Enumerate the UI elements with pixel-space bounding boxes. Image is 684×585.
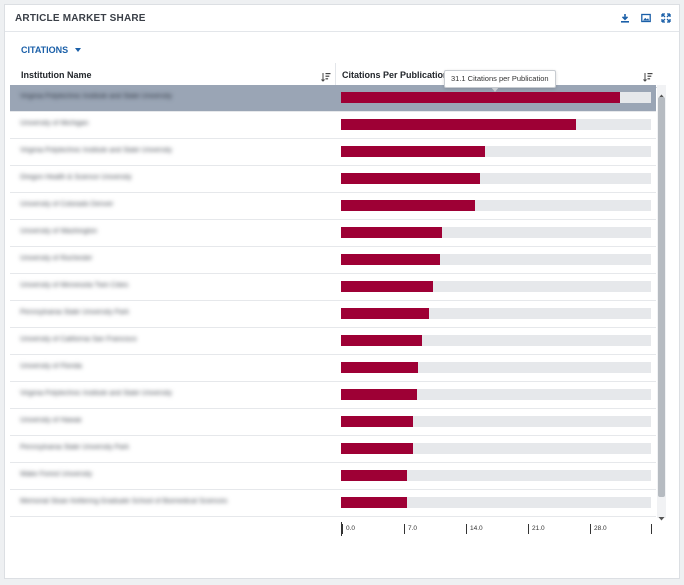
table-row[interactable]: University of Hawaii [10, 409, 656, 436]
table-row[interactable]: Wake Forest University [10, 463, 656, 490]
table-row[interactable]: Oregon Health & Science University [10, 166, 656, 193]
table-row[interactable]: University of Michigan [10, 112, 656, 139]
citation-bar[interactable] [341, 443, 413, 454]
bar-track [341, 443, 651, 454]
download-icon[interactable] [620, 13, 630, 23]
citation-bar[interactable] [341, 362, 418, 373]
citation-bar[interactable] [341, 254, 440, 265]
citation-bar[interactable] [341, 497, 407, 508]
axis-tick-label: 21.0 [528, 524, 545, 534]
axis-tick-label: 7.0 [404, 524, 417, 534]
vertical-scrollbar[interactable] [657, 85, 666, 521]
axis-tick-label: 28.0 [590, 524, 607, 534]
citation-bar[interactable] [341, 335, 422, 346]
institution-name: University of California San Francisco [20, 336, 137, 343]
sort-icon[interactable] [321, 69, 331, 82]
institution-name: Memorial Sloan Kettering Graduate School… [20, 498, 228, 505]
citation-bar[interactable] [341, 119, 576, 130]
institution-name: University of Washington [20, 228, 98, 235]
panel-title: ARTICLE MARKET SHARE [15, 13, 146, 24]
table-row[interactable]: University of Florida [10, 355, 656, 382]
bar-track [341, 254, 651, 265]
panel-header: ARTICLE MARKET SHARE [5, 5, 679, 32]
bar-track [341, 146, 651, 157]
metric-dropdown[interactable]: CITATIONS [21, 45, 82, 55]
institution-name: Oregon Health & Science University [20, 174, 132, 181]
bar-track [341, 389, 651, 400]
citation-bar[interactable] [341, 389, 417, 400]
column-header-institution[interactable]: Institution Name [21, 70, 92, 80]
citation-bar[interactable] [341, 281, 433, 292]
table-row[interactable]: University of Washington [10, 220, 656, 247]
bar-track [341, 227, 651, 238]
bar-track [341, 362, 651, 373]
column-header-citations[interactable]: Citations Per Publication [342, 70, 449, 80]
bar-track [341, 497, 651, 508]
bar-track [341, 200, 651, 211]
sort-descending-icon[interactable] [643, 69, 653, 82]
citation-bar[interactable] [341, 227, 442, 238]
citation-bar[interactable] [341, 470, 407, 481]
institution-name: University of Colorado Denver [20, 201, 114, 208]
institution-name: University of Minnesota Twin Cities [20, 282, 129, 289]
table-row[interactable]: University of Colorado Denver [10, 193, 656, 220]
image-icon[interactable] [641, 13, 651, 23]
bar-track [341, 173, 651, 184]
table-row[interactable]: Pennsylvania State University Park [10, 301, 656, 328]
chevron-down-icon [75, 48, 82, 52]
table-row[interactable]: Virginia Polytechnic Institute and State… [10, 85, 656, 112]
expand-icon[interactable] [661, 13, 671, 23]
table-row[interactable]: University of California San Francisco [10, 328, 656, 355]
scroll-down-icon[interactable] [658, 509, 665, 521]
institution-name: Virginia Polytechnic Institute and State… [20, 390, 173, 397]
institution-name: University of Rochester [20, 255, 93, 262]
axis-tick-label: 0.0 [342, 524, 355, 534]
bar-track [341, 281, 651, 292]
institution-name: University of Hawaii [20, 417, 82, 424]
institution-name: Pennsylvania State University Park [20, 309, 129, 316]
table-row[interactable]: Memorial Sloan Kettering Graduate School… [10, 490, 656, 517]
bar-track [341, 335, 651, 346]
citation-bar[interactable] [341, 308, 429, 319]
metric-dropdown-label: CITATIONS [21, 45, 69, 55]
bar-track [341, 470, 651, 481]
bar-tooltip: 31.1 Citations per Publication [444, 70, 556, 92]
scrollbar-thumb[interactable] [658, 97, 665, 497]
scroll-up-icon[interactable] [658, 87, 665, 98]
bar-track [341, 119, 651, 130]
institution-name: University of Florida [20, 363, 82, 370]
citation-bar[interactable] [341, 146, 485, 157]
table-row[interactable]: Pennsylvania State University Park [10, 436, 656, 463]
axis-end-tick [651, 524, 655, 534]
institution-name: Wake Forest University [20, 471, 93, 478]
institution-table-body: Virginia Polytechnic Institute and State… [10, 85, 656, 517]
citation-bar[interactable] [341, 416, 413, 427]
institution-name: University of Michigan [20, 120, 89, 127]
table-row[interactable]: Virginia Polytechnic Institute and State… [10, 139, 656, 166]
bar-track [341, 308, 651, 319]
institution-name: Pennsylvania State University Park [20, 444, 129, 451]
table-row[interactable]: University of Rochester [10, 247, 656, 274]
citation-bar[interactable] [341, 200, 475, 211]
bar-track [341, 416, 651, 427]
institution-name: Virginia Polytechnic Institute and State… [20, 93, 173, 100]
table-row[interactable]: University of Minnesota Twin Cities [10, 274, 656, 301]
citation-bar[interactable] [341, 173, 480, 184]
column-separator [335, 63, 336, 87]
table-row[interactable]: Virginia Polytechnic Institute and State… [10, 382, 656, 409]
citation-bar[interactable] [341, 92, 620, 103]
axis-tick-label: 14.0 [466, 524, 483, 534]
x-axis: 0.0 7.0 14.0 21.0 28.0 [341, 522, 652, 536]
bar-track [341, 92, 651, 103]
institution-name: Virginia Polytechnic Institute and State… [20, 147, 173, 154]
